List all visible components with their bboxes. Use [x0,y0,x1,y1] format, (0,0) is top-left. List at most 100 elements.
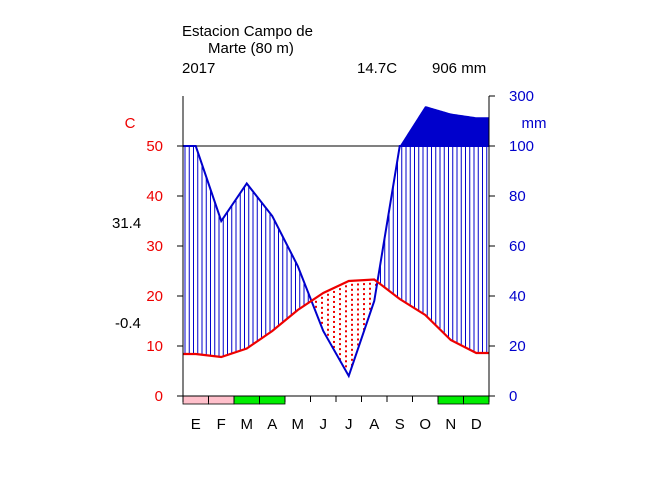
precip-tick-label: 300 [509,88,534,105]
dry-dot [333,325,335,328]
dry-dot [351,358,353,361]
dry-dot [345,335,347,338]
dry-dot [327,308,329,311]
annual-precipitation: 906 mm [432,60,486,77]
frost-bar-12 [463,395,490,405]
dry-dot [351,283,353,286]
frost-bar-4 [259,395,286,405]
frost-bar-3 [233,395,260,405]
dry-dot [333,335,335,338]
temp-tick-label: 40 [146,188,163,205]
dry-dot [351,348,353,351]
dry-dot [351,353,353,356]
dry-dot [363,308,365,311]
precip-tick-label: 60 [509,238,526,255]
dry-dot [351,288,353,291]
temperature-ticks: 0 10 20 30 40 50 [146,138,183,405]
dry-dot [345,355,347,358]
dry-dot [363,313,365,316]
dry-dot [327,293,329,296]
dry-dot [333,315,335,318]
dry-dot [357,313,359,316]
dry-dot [363,283,365,286]
dry-dot [321,306,323,309]
dry-dot [357,343,359,346]
dry-dot [357,303,359,306]
dry-dot [327,313,329,316]
dry-dot [339,353,341,356]
dry-dot [333,310,335,313]
precipitation-unit-label: mm [522,115,547,132]
dry-dot [345,300,347,303]
dry-dot [327,328,329,331]
dry-dot [339,303,341,306]
dry-dot [345,295,347,298]
precipitation-ticks: 0 20 40 60 80 100 300 [489,88,534,405]
month-label: F [217,416,226,433]
precip-tick-label: 100 [509,138,534,155]
dry-dot [369,282,371,285]
month-label: J [345,416,353,433]
temperature-unit-label: C [125,115,136,132]
dry-dot [333,290,335,293]
dry-dot [357,298,359,301]
humid-period-hatching [184,146,488,357]
dry-dot [351,343,353,346]
dry-dot [345,360,347,363]
precip-tick-label: 20 [509,338,526,355]
frost-bar-11 [437,395,464,405]
temperature-line [183,278,489,359]
dry-dot [339,323,341,326]
dry-dot [339,318,341,321]
precip-tick-label: 0 [509,388,517,405]
dry-dot [357,318,359,321]
dry-dot [345,310,347,313]
dry-dot [369,292,371,295]
dry-dot [333,305,335,308]
dry-dot [321,311,323,314]
dry-dot [321,321,323,324]
dry-dot [351,318,353,321]
month-label: A [267,416,277,433]
dry-dot [321,301,323,304]
dry-dot [327,323,329,326]
dry-dot [321,316,323,319]
dry-dot [363,298,365,301]
dry-dot [339,348,341,351]
dry-dot [315,305,317,308]
dry-dot [345,340,347,343]
dry-period-dots [315,282,377,368]
dry-dot [363,288,365,291]
dry-dot [333,300,335,303]
frost-bar-1 [182,395,209,405]
dry-dot [351,333,353,336]
dry-dot [345,285,347,288]
dry-dot [357,338,359,341]
month-label: J [320,416,328,433]
dry-dot [345,330,347,333]
month-label: N [445,416,456,433]
dry-dot [333,295,335,298]
month-label: O [419,416,431,433]
month-label: M [292,416,305,433]
dry-dot [351,313,353,316]
dry-dot [345,320,347,323]
dry-dot [315,300,317,303]
dry-dot [339,338,341,341]
dry-dot [327,298,329,301]
dry-dot [357,283,359,286]
dry-dot [321,296,323,299]
dry-dot [345,305,347,308]
absolute-min-temperature: -0.4 [115,315,141,332]
dry-dot [339,313,341,316]
dry-dot [369,307,371,310]
dry-dot [333,330,335,333]
month-label: M [241,416,254,433]
dry-dot [333,340,335,343]
dry-dot [351,338,353,341]
dry-dot [357,323,359,326]
dry-dot [351,323,353,326]
